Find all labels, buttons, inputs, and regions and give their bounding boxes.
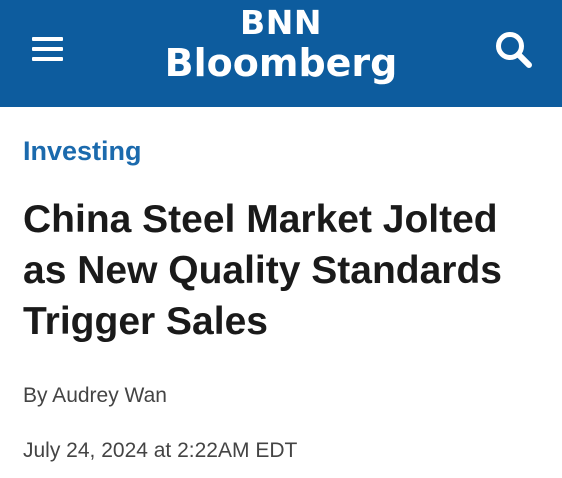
menu-button[interactable] [24, 30, 70, 70]
site-logo[interactable]: BNN Bloomberg [140, 6, 422, 96]
article-byline: By Audrey Wan [23, 384, 167, 407]
article-date: July 24, 2024 at 2:22AM EDT [23, 439, 298, 462]
logo-line-bnn: BNN [240, 3, 322, 42]
search-icon[interactable] [490, 26, 538, 74]
search-button[interactable] [490, 26, 538, 74]
site-header: BNN Bloomberg [0, 0, 562, 107]
logo-line-bloomberg: Bloomberg [164, 41, 398, 85]
article-headline: China Steel Market Jolted as New Quality… [23, 198, 502, 343]
section-link-investing[interactable]: Investing [23, 136, 142, 166]
